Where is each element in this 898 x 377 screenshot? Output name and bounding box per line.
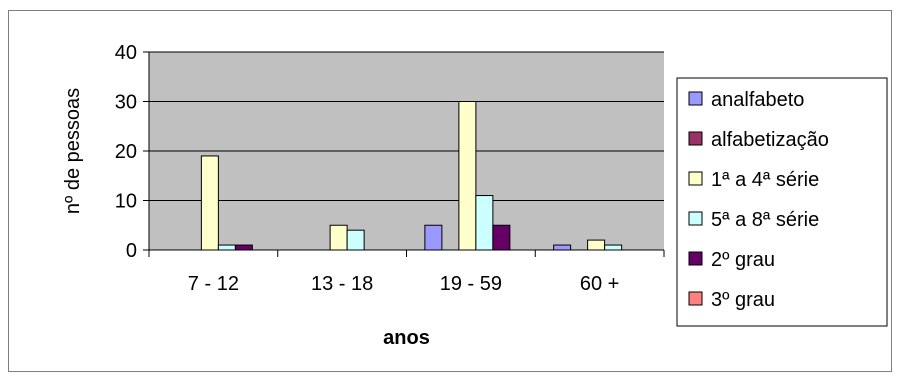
bar xyxy=(553,244,572,251)
y-tick-labels: 0 10 20 30 40 xyxy=(115,42,137,262)
legend-label: alfabetização xyxy=(711,129,829,151)
legend: analfabeto alfabetização 1ª a 4ª série 5ª a… xyxy=(676,77,888,327)
bar xyxy=(234,244,253,251)
x-tick-labels: 7 - 12 13 - 18 19 - 59 60 + xyxy=(188,273,620,295)
bar xyxy=(587,239,606,251)
y-axis-title: nº de pessoas xyxy=(62,88,84,214)
x-tick-label: 19 - 59 xyxy=(440,273,502,295)
x-tick-label: 60 + xyxy=(580,273,619,295)
x-tick-label: 13 - 18 xyxy=(311,273,373,295)
legend-label: 1ª a 4ª série xyxy=(711,169,819,191)
bar xyxy=(424,224,443,251)
legend-label: 5ª a 8ª série xyxy=(711,209,819,231)
bars xyxy=(200,101,623,251)
x-axis-title: anos xyxy=(383,327,430,349)
y-tick-label: 10 xyxy=(115,191,137,213)
bar-chart: 0 10 20 30 40 7 - 12 13 - 18 19 - 59 60 + nº de… xyxy=(62,42,888,349)
legend-swatch xyxy=(688,91,703,106)
legend-swatch xyxy=(688,211,703,226)
bar xyxy=(200,155,219,251)
bar xyxy=(458,101,477,251)
legend-swatch xyxy=(688,291,703,306)
legend-swatch xyxy=(688,171,703,186)
bar xyxy=(475,195,494,251)
legend-label: 2º grau xyxy=(711,249,775,271)
legend-swatch xyxy=(688,251,703,266)
y-tick-label: 40 xyxy=(115,42,137,64)
bar xyxy=(217,244,236,251)
chart-frame: 0 10 20 30 40 7 - 12 13 - 18 19 - 59 60 + nº de… xyxy=(8,10,892,372)
legend-swatch xyxy=(688,131,703,146)
y-tick-label: 20 xyxy=(115,141,137,163)
legend-label: analfabeto xyxy=(711,89,804,111)
legend-box xyxy=(676,77,888,327)
y-tick-label: 0 xyxy=(126,240,137,262)
bar xyxy=(492,224,511,251)
bar xyxy=(329,224,348,251)
axes xyxy=(143,51,665,257)
bar xyxy=(346,229,365,251)
legend-label: 3º grau xyxy=(711,289,775,311)
y-tick-label: 30 xyxy=(115,92,137,114)
bar xyxy=(604,244,623,251)
x-tick-label: 7 - 12 xyxy=(188,273,239,295)
